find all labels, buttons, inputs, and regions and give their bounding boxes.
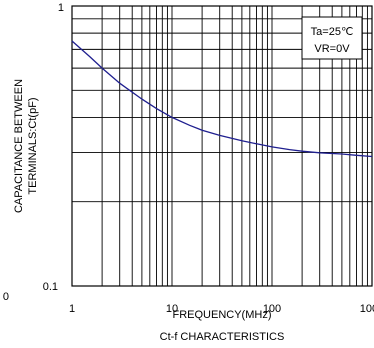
left-edge-label: 0: [3, 291, 9, 303]
x-tick-label: 1000: [360, 303, 374, 315]
chart-title: Ct-f CHARACTERISTICS: [160, 331, 285, 343]
temperature-condition: Ta=25℃: [311, 26, 354, 38]
x-tick-label: 10: [166, 303, 178, 315]
capacitance-curve: [71, 40, 373, 158]
y-axis-label-line2: TERMINALS:Ct(pF): [27, 97, 39, 194]
voltage-condition: VR=0V: [314, 43, 350, 55]
x-tick-label: 100: [263, 303, 281, 315]
grid-lines: [72, 6, 372, 286]
y-axis-label-line1: CAPACITANCE BETWEEN: [13, 79, 25, 213]
y-tick-label: 0.1: [43, 281, 58, 293]
x-axis-label: FREQUENCY(MHz): [173, 309, 272, 321]
y-tick-label: 1: [58, 2, 64, 14]
conditions-box: Ta=25℃ VR=0V: [301, 16, 363, 60]
x-tick-label: 1: [69, 303, 75, 315]
plot-frame: [71, 5, 373, 287]
